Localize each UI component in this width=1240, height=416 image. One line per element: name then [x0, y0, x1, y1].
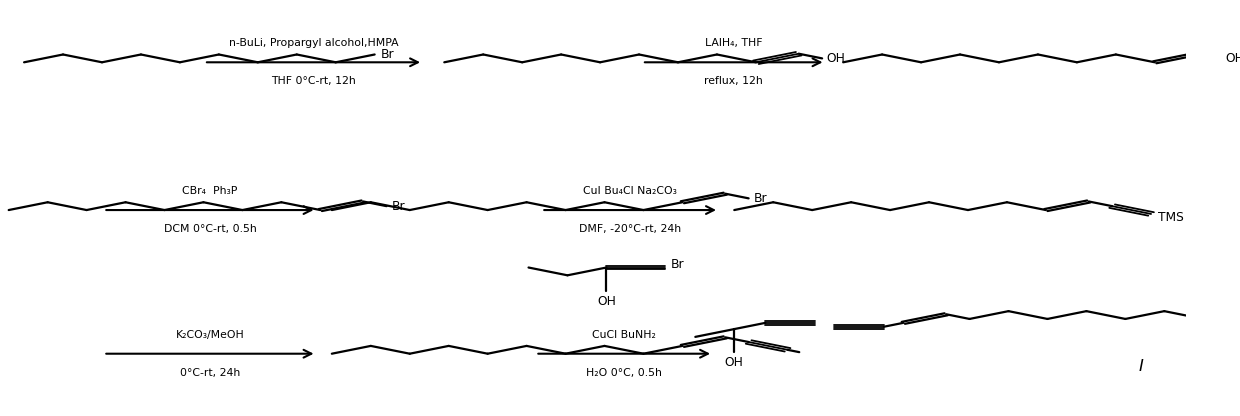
Text: TMS: TMS [1158, 211, 1184, 224]
Text: CuI Bu₄Cl Na₂CO₃: CuI Bu₄Cl Na₂CO₃ [583, 186, 677, 196]
Text: n-BuLi, Propargyl alcohol,HMPA: n-BuLi, Propargyl alcohol,HMPA [228, 38, 398, 48]
Text: reflux, 12h: reflux, 12h [704, 76, 763, 86]
Text: OH: OH [725, 356, 744, 369]
Text: LAlH₄, THF: LAlH₄, THF [704, 38, 763, 48]
Text: OH: OH [596, 295, 616, 308]
Text: OH: OH [1226, 52, 1240, 65]
Text: 0°C-rt, 24h: 0°C-rt, 24h [180, 368, 241, 378]
Text: K₂CO₃/MeOH: K₂CO₃/MeOH [176, 330, 244, 340]
Text: THF 0°C-rt, 12h: THF 0°C-rt, 12h [272, 76, 356, 86]
Text: OH: OH [827, 52, 846, 65]
Text: I: I [1140, 359, 1143, 374]
Text: DMF, -20°C-rt, 24h: DMF, -20°C-rt, 24h [579, 224, 681, 234]
Text: CBr₄  Ph₃P: CBr₄ Ph₃P [182, 186, 238, 196]
Text: H₂O 0°C, 0.5h: H₂O 0°C, 0.5h [587, 368, 662, 378]
Text: Br: Br [381, 48, 394, 61]
Text: DCM 0°C-rt, 0.5h: DCM 0°C-rt, 0.5h [164, 224, 257, 234]
Text: Br: Br [392, 200, 405, 213]
Text: Br: Br [754, 192, 768, 205]
Text: CuCl BuNH₂: CuCl BuNH₂ [593, 330, 656, 340]
Text: Br: Br [671, 258, 684, 271]
